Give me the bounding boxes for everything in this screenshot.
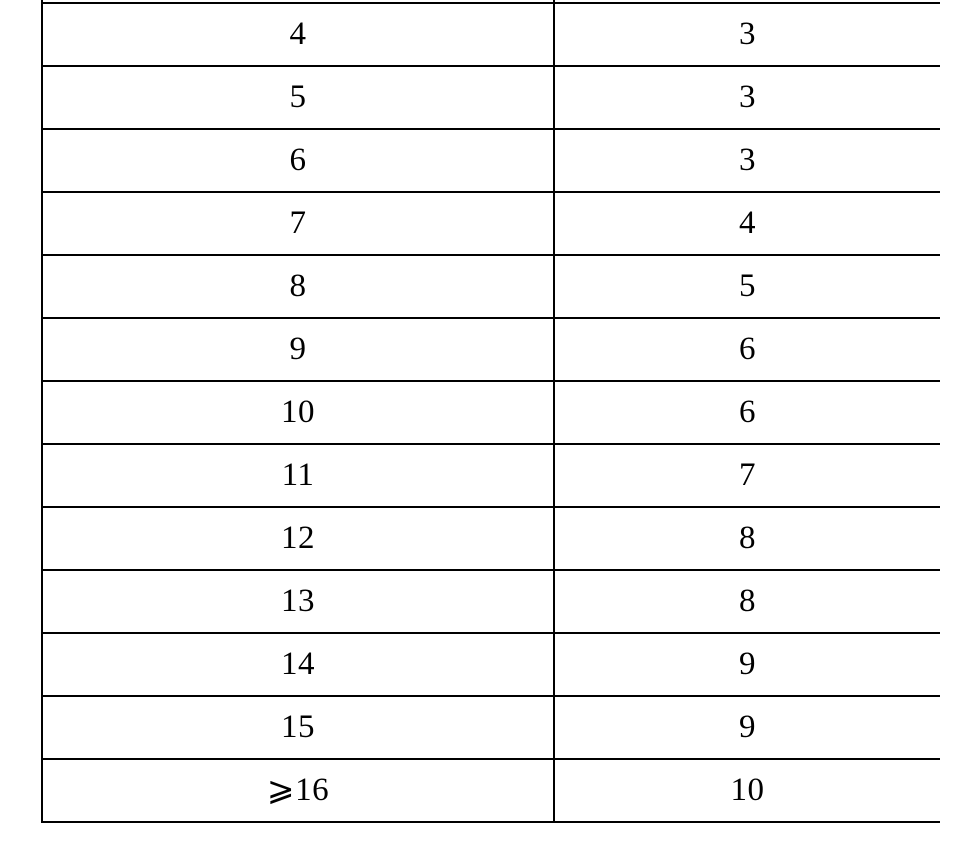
table-cell-key-text: 14 <box>281 646 315 682</box>
table-cell-value: 4 <box>553 191 940 256</box>
table-cell-key-text: 7 <box>289 205 307 241</box>
table-cell-value: 6 <box>553 380 940 445</box>
table-body: 4 3 5 3 6 3 7 4 8 5 9 6 10 6 11 7 12 8 13 8 14 9 15 9 ⩾16 10 <box>41 0 940 823</box>
table-row: 13 8 <box>41 569 940 634</box>
table-cell-key: 13 <box>41 569 555 634</box>
table-cell-value-text: 6 <box>739 331 756 367</box>
table-cell-value: 6 <box>553 317 940 382</box>
table-row: 14 9 <box>41 632 940 697</box>
table-cell-key: 9 <box>41 317 555 382</box>
table-cell-value-text: 3 <box>739 16 756 52</box>
lookup-table: 4 3 5 3 6 3 7 4 8 5 9 6 10 6 11 7 12 8 13 8 14 9 15 9 ⩾16 10 <box>41 0 940 823</box>
table-cell-key-text: 10 <box>281 394 315 430</box>
table-cell-key-text: 11 <box>281 457 315 493</box>
table-cell-value: 8 <box>553 506 940 571</box>
table-cell-value-text: 4 <box>739 205 756 241</box>
table-cell-key-text: 5 <box>289 79 307 115</box>
table-cell-key-text: 12 <box>281 520 315 556</box>
table-cell-key: 6 <box>41 128 555 193</box>
table-row: 11 7 <box>41 443 940 508</box>
table-cell-value: 8 <box>553 569 940 634</box>
table-cell-key: 14 <box>41 632 555 697</box>
table-row: 12 8 <box>41 506 940 571</box>
table-cell-value: 9 <box>553 632 940 697</box>
table-clip-region: 4 3 5 3 6 3 7 4 8 5 9 6 10 6 11 7 12 8 13 8 14 9 15 9 ⩾16 10 <box>41 0 940 837</box>
table-cell-value-text: 7 <box>739 457 756 493</box>
table-cell-key: 8 <box>41 254 555 319</box>
table-cell-value-text: 8 <box>739 583 756 619</box>
table-cell-value-text: 3 <box>739 79 756 115</box>
table-cell-value <box>553 0 940 4</box>
table-cell-key: 12 <box>41 506 555 571</box>
table-cell-value: 3 <box>553 65 940 130</box>
table-cell-key-text: 15 <box>281 709 315 745</box>
table-cell-key <box>41 0 555 4</box>
table-cell-key: 10 <box>41 380 555 445</box>
table-row: ⩾16 10 <box>41 758 940 823</box>
table-cell-key-text: 13 <box>281 583 315 619</box>
table-cell-value-text: 9 <box>739 646 756 682</box>
table-cell-key: 4 <box>41 2 555 67</box>
table-cell-value-text: 10 <box>730 772 765 808</box>
table-cell-value: 3 <box>553 2 940 67</box>
table-cell-key: 5 <box>41 65 555 130</box>
table-cell-key: 11 <box>41 443 555 508</box>
table-cell-key-text: 4 <box>289 16 307 52</box>
table-cell-key: ⩾16 <box>41 758 555 823</box>
table-row: 10 6 <box>41 380 940 445</box>
table-cell-key: 15 <box>41 695 555 760</box>
table-cell-value: 5 <box>553 254 940 319</box>
table-cell-key-text: 8 <box>289 268 307 304</box>
table-cell-value-text: 5 <box>739 268 756 304</box>
table-cell-key-text: 6 <box>289 142 307 178</box>
table-cell-key: 7 <box>41 191 555 256</box>
table-cell-value: 10 <box>553 758 940 823</box>
table-row <box>41 0 940 4</box>
table-cell-value: 9 <box>553 695 940 760</box>
table-cell-value-text: 3 <box>739 142 756 178</box>
table-cell-value: 7 <box>553 443 940 508</box>
table-cell-value-text: 6 <box>739 394 756 430</box>
table-cell-value-text: 8 <box>739 520 756 556</box>
table-cell-key-text: 9 <box>289 331 307 367</box>
table-row: 15 9 <box>41 695 940 760</box>
table-cell-value: 3 <box>553 128 940 193</box>
table-cell-key-text: ⩾16 <box>266 772 330 808</box>
table-cell-value-text: 9 <box>739 709 756 745</box>
